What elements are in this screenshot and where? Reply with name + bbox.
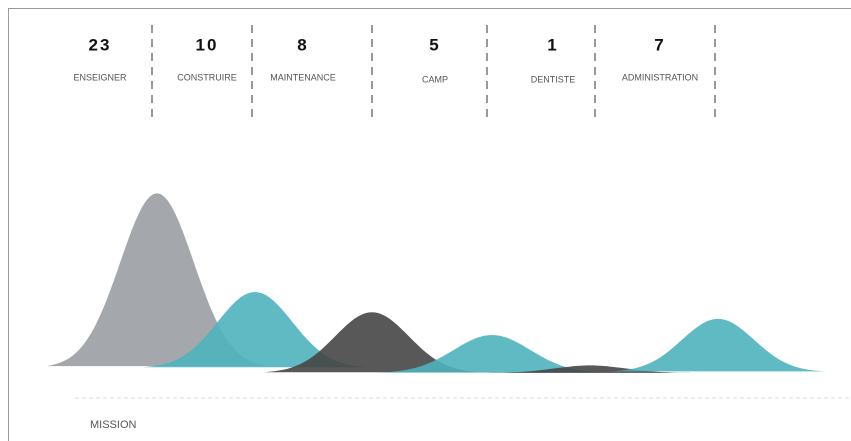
bell: [377, 335, 607, 373]
category-label: ADMINISTRATION: [622, 72, 698, 82]
count: 1: [547, 35, 558, 54]
count: 8: [297, 35, 308, 54]
count: 10: [196, 35, 219, 54]
category-label: DENTISTE: [531, 74, 576, 84]
bell: [143, 292, 367, 368]
category-label: CAMP: [422, 74, 448, 84]
category-label: CONSTRUIRE: [177, 72, 237, 82]
bell: [610, 318, 826, 372]
count: 5: [429, 35, 440, 54]
category-label: ENSEIGNER: [73, 72, 127, 82]
frame: [8, 8, 851, 441]
category-label: MAINTENANCE: [270, 72, 336, 82]
bell: [262, 312, 482, 373]
footer: MISSION: [90, 419, 137, 431]
bell: [47, 193, 267, 367]
count: 23: [89, 35, 112, 54]
count: 7: [654, 35, 665, 54]
